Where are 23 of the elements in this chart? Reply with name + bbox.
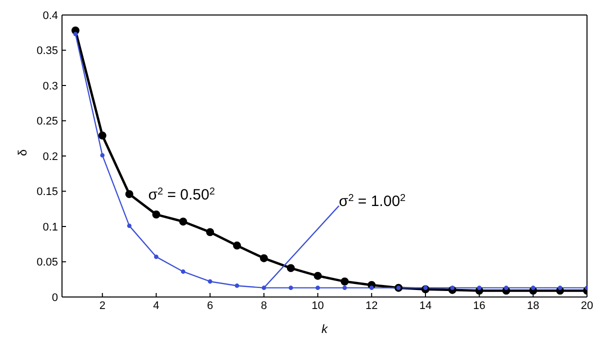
y-tick-label: 0.4 [42,10,58,22]
y-tick-label: 0.15 [36,186,58,198]
annotation: σ$^{2}$ = 0.50$^{2}$ [148,186,216,204]
y-tick-label: 0.25 [36,116,58,128]
y-tick-label: 0.35 [36,45,58,58]
x-tick-label: 18 [527,300,540,312]
x-tick-label: 20 [580,300,593,312]
x-tick-label: 10 [312,300,324,312]
y-axis-title: δ [15,149,30,156]
y-tick-label: 0.1 [42,221,58,234]
x-tick-label: 14 [419,300,432,312]
x-axis-title: k [322,322,328,336]
annotation: σ$^{2}$ = 1.00$^{2}$ [338,192,406,210]
y-tick-label: 0.05 [36,256,58,269]
y-tick-label: 0.3 [42,80,58,92]
x-tick-label: 4 [153,300,160,312]
x-tick-label: 12 [365,300,378,312]
x-tick-label: 6 [207,300,214,312]
y-tick-label: 0.2 [42,150,58,163]
x-tick-label: 2 [99,300,106,312]
y-tick-label: 0 [52,292,58,304]
x-tick-label: 16 [473,300,486,312]
x-tick-label: 8 [260,300,267,312]
